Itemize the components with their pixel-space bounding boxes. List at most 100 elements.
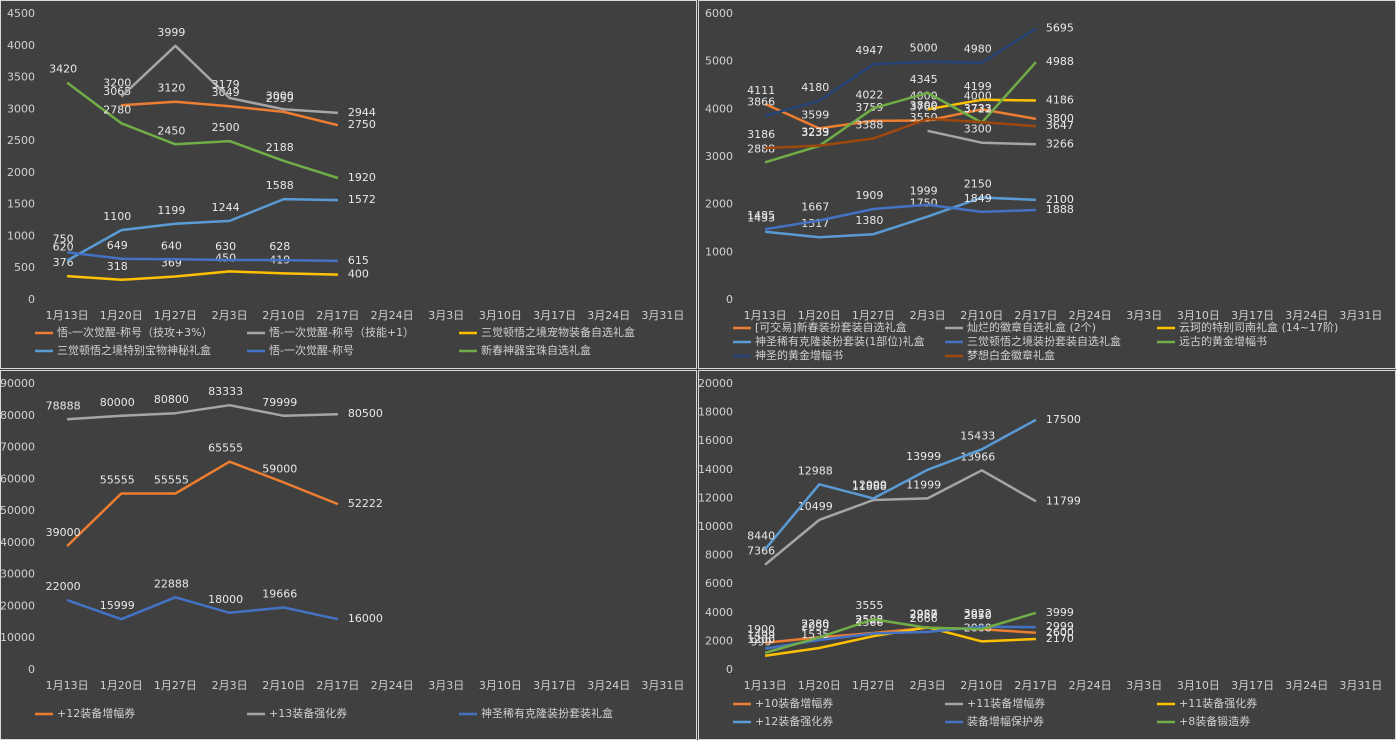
- data-label: 649: [107, 239, 128, 252]
- data-label: 3239: [801, 126, 829, 139]
- x-tick-label: 1月27日: [852, 309, 895, 322]
- y-tick-label: 50000: [0, 504, 35, 517]
- data-label: 5000: [910, 42, 938, 55]
- y-tick-label: 30000: [0, 568, 35, 581]
- data-label: 2450: [157, 124, 185, 137]
- data-label: 1572: [348, 193, 376, 206]
- data-label: 318: [107, 260, 128, 273]
- series-line: [764, 27, 1037, 117]
- data-label: 4980: [964, 43, 992, 56]
- x-tick-label: 2月3日: [212, 679, 248, 692]
- series-line: [764, 196, 1036, 239]
- x-tick-label: 2月3日: [910, 679, 946, 692]
- y-tick-label: 1000: [7, 229, 35, 242]
- data-label: 55555: [154, 473, 189, 486]
- legend-label: 新春神器宝珠自选礼盒: [481, 343, 591, 357]
- series-line: [66, 251, 338, 263]
- panel: [698, 0, 1396, 369]
- panel: [0, 0, 697, 369]
- data-label: 3999: [1046, 606, 1074, 619]
- y-tick-label: 6000: [705, 577, 733, 590]
- legend-label: 神圣稀有克隆装扮套装礼盒: [481, 706, 613, 720]
- data-label: 2870: [964, 609, 992, 622]
- legend-label: +8装备锻造券: [1179, 714, 1250, 728]
- series-line: [764, 418, 1037, 551]
- legend-label: 悟-一次觉醒-称号（技能+1）: [269, 325, 414, 339]
- legend-label: +12装备强化券: [755, 714, 833, 728]
- series-line: [66, 596, 339, 621]
- data-label: 3999: [157, 26, 185, 39]
- y-tick-label: 0: [28, 663, 35, 676]
- y-tick-label: 0: [28, 293, 35, 306]
- data-label: 4000: [910, 89, 938, 102]
- data-label: 80800: [154, 393, 189, 406]
- series-line: [121, 100, 339, 127]
- data-label: 65555: [208, 442, 243, 455]
- x-tick-label: 2月3日: [910, 309, 946, 322]
- series-line: [765, 117, 1036, 150]
- data-label: 12988: [798, 464, 833, 477]
- legend-label: [可交易]新春装扮套装自选礼盒: [755, 320, 907, 334]
- data-label: 630: [215, 240, 236, 253]
- x-tick-label: 2月10日: [262, 309, 305, 322]
- x-tick-label: 3月17日: [1231, 679, 1274, 692]
- data-label: 1900: [747, 623, 775, 636]
- data-label: 1999: [910, 185, 938, 198]
- x-tick-label: 1月27日: [154, 309, 197, 322]
- y-tick-label: 70000: [0, 441, 35, 454]
- series-line: [66, 460, 339, 547]
- data-label: 80500: [348, 407, 383, 420]
- data-label: 1888: [1046, 203, 1074, 216]
- legend-label: 三觉顿悟之境宠物装备自选礼盒: [481, 325, 635, 339]
- legend-label: 悟-一次觉醒-称号（技攻+3%）: [57, 325, 213, 339]
- x-tick-label: 2月10日: [960, 679, 1003, 692]
- data-label: 2750: [348, 118, 376, 131]
- data-label: 4988: [1046, 55, 1074, 68]
- series-line: [764, 626, 1036, 645]
- data-label: 2099: [801, 620, 829, 633]
- x-tick-label: 2月17日: [1014, 309, 1057, 322]
- data-label: 1909: [855, 189, 883, 202]
- series-line: [927, 98, 1036, 111]
- data-label: 2959: [266, 92, 294, 105]
- data-label: 1750: [910, 197, 938, 210]
- y-tick-label: 18000: [698, 406, 733, 419]
- x-tick-label: 3月31日: [1339, 309, 1382, 322]
- y-tick-label: 20000: [698, 377, 733, 390]
- data-label: 3000: [266, 89, 294, 102]
- legend-label: 装备增幅保护券: [967, 714, 1044, 728]
- x-tick-label: 2月24日: [1069, 679, 1112, 692]
- x-tick-label: 3月17日: [533, 679, 576, 692]
- x-tick-label: 2月17日: [316, 309, 359, 322]
- y-tick-label: 1000: [705, 245, 733, 258]
- y-tick-label: 0: [726, 663, 733, 676]
- y-tick-label: 14000: [698, 463, 733, 476]
- data-label: 12000: [852, 478, 887, 491]
- y-tick-label: 4500: [7, 7, 35, 20]
- data-label: 3300: [964, 123, 992, 136]
- y-tick-label: 6000: [705, 7, 733, 20]
- data-label: 2987: [910, 607, 938, 620]
- data-label: 3120: [157, 82, 185, 95]
- x-tick-label: 2月17日: [316, 679, 359, 692]
- x-tick-label: 3月10日: [1177, 309, 1220, 322]
- y-tick-label: 3000: [705, 150, 733, 163]
- y-tick-label: 16000: [698, 434, 733, 447]
- legend-label: +13装备强化券: [269, 706, 347, 720]
- data-label: 750: [53, 232, 74, 245]
- data-label: 3186: [747, 128, 775, 141]
- data-label: 39000: [46, 526, 81, 539]
- data-label: 3022: [964, 607, 992, 620]
- legend-label: 悟-一次觉醒-称号: [269, 343, 354, 357]
- y-tick-label: 500: [14, 261, 35, 274]
- x-tick-label: 1月13日: [46, 679, 89, 692]
- y-tick-label: 10000: [698, 520, 733, 533]
- data-label: 1667: [801, 201, 829, 214]
- y-tick-label: 12000: [698, 491, 733, 504]
- x-tick-label: 2月3日: [212, 309, 248, 322]
- x-tick-label: 1月27日: [154, 679, 197, 692]
- series-line: [66, 197, 338, 262]
- x-tick-label: 3月3日: [428, 309, 464, 322]
- x-tick-label: 3月17日: [1231, 309, 1274, 322]
- series-line: [66, 81, 339, 180]
